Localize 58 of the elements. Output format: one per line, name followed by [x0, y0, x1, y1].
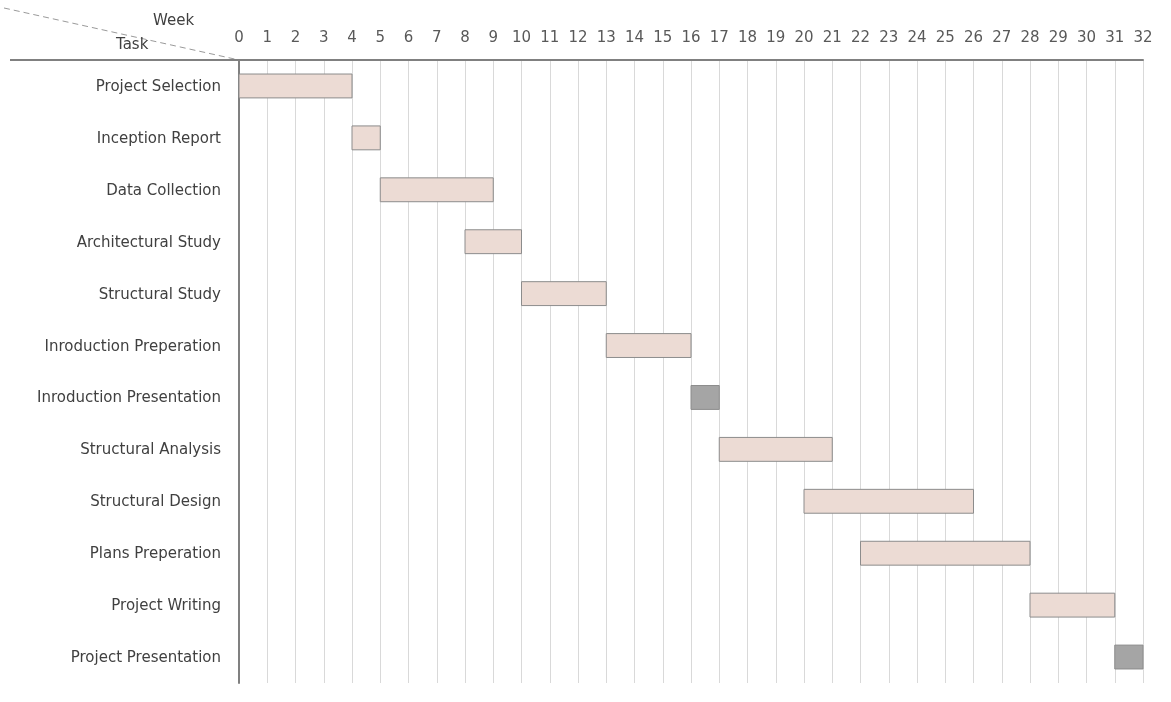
x-tick-label: 20 [794, 27, 814, 46]
x-tick-label: 5 [375, 27, 386, 46]
x-tick-label: 31 [1105, 27, 1125, 46]
bar [1114, 644, 1144, 670]
x-tick-label: 32 [1133, 27, 1153, 46]
x-tick-label: 18 [737, 27, 758, 46]
x-tick-label: 2 [290, 27, 301, 46]
x-tick-label: 26 [963, 27, 984, 46]
x-tick-label: 15 [653, 27, 673, 46]
x-tick-label: 30 [1076, 27, 1097, 46]
x-tick-label: 21 [822, 27, 842, 46]
bar [690, 385, 720, 410]
x-tick-label: 0 [234, 27, 244, 46]
bar [605, 333, 692, 358]
x-tick-label: 12 [568, 27, 588, 46]
y-tick-label: Data Collection [106, 180, 221, 199]
bar [1029, 592, 1116, 618]
y-tick-label: Structural Design [90, 492, 221, 511]
y-tick-label: Project Writing [111, 596, 221, 615]
x-tick-label: 7 [431, 27, 442, 46]
x-tick-label: 9 [488, 27, 499, 46]
x-tick-label: 14 [624, 27, 645, 46]
bar [351, 125, 381, 151]
x-tick-label: 22 [850, 27, 871, 46]
bar [521, 281, 607, 307]
x-tick-label: 17 [709, 27, 729, 46]
bar [464, 229, 522, 255]
y-tick-label: Architectural Study [76, 232, 222, 251]
x-tick-label: 23 [879, 27, 899, 46]
x-axis-title: Week [153, 10, 195, 29]
y-tick-label: Structural Analysis [80, 440, 222, 459]
bar [860, 540, 1031, 566]
x-tick-label: 3 [318, 27, 329, 46]
y-tick-label: Project Selection [95, 76, 221, 95]
x-tick-label: 11 [540, 27, 560, 46]
x-tick-label: 8 [460, 27, 470, 46]
x-tick-label: 6 [403, 27, 414, 46]
bar [379, 177, 494, 203]
x-tick-label: 24 [907, 27, 927, 46]
y-tick-label: Inception Report [96, 128, 222, 147]
x-tick-label: 1 [262, 27, 273, 46]
x-tick-label: 19 [766, 27, 786, 46]
x-tick-label: 16 [681, 27, 701, 46]
y-tick-label: Structural Study [98, 284, 222, 303]
bar [803, 488, 974, 514]
x-tick-label: 28 [1020, 27, 1040, 46]
x-tick-label: 10 [511, 27, 532, 46]
x-tick-label: 29 [1048, 27, 1068, 46]
x-tick-label: 27 [992, 27, 1012, 46]
bar [718, 436, 833, 462]
y-tick-label: Project Presentation [70, 648, 221, 667]
x-tick-label: 13 [596, 27, 616, 46]
y-tick-label: Inroduction Preperation [44, 336, 221, 355]
x-tick-label: 25 [935, 27, 955, 46]
y-axis-title: Task [115, 34, 149, 53]
y-tick-label: Inroduction Presentation [37, 388, 221, 407]
y-tick-label: Plans Preperation [89, 544, 221, 563]
x-tick-label: 4 [347, 27, 357, 46]
